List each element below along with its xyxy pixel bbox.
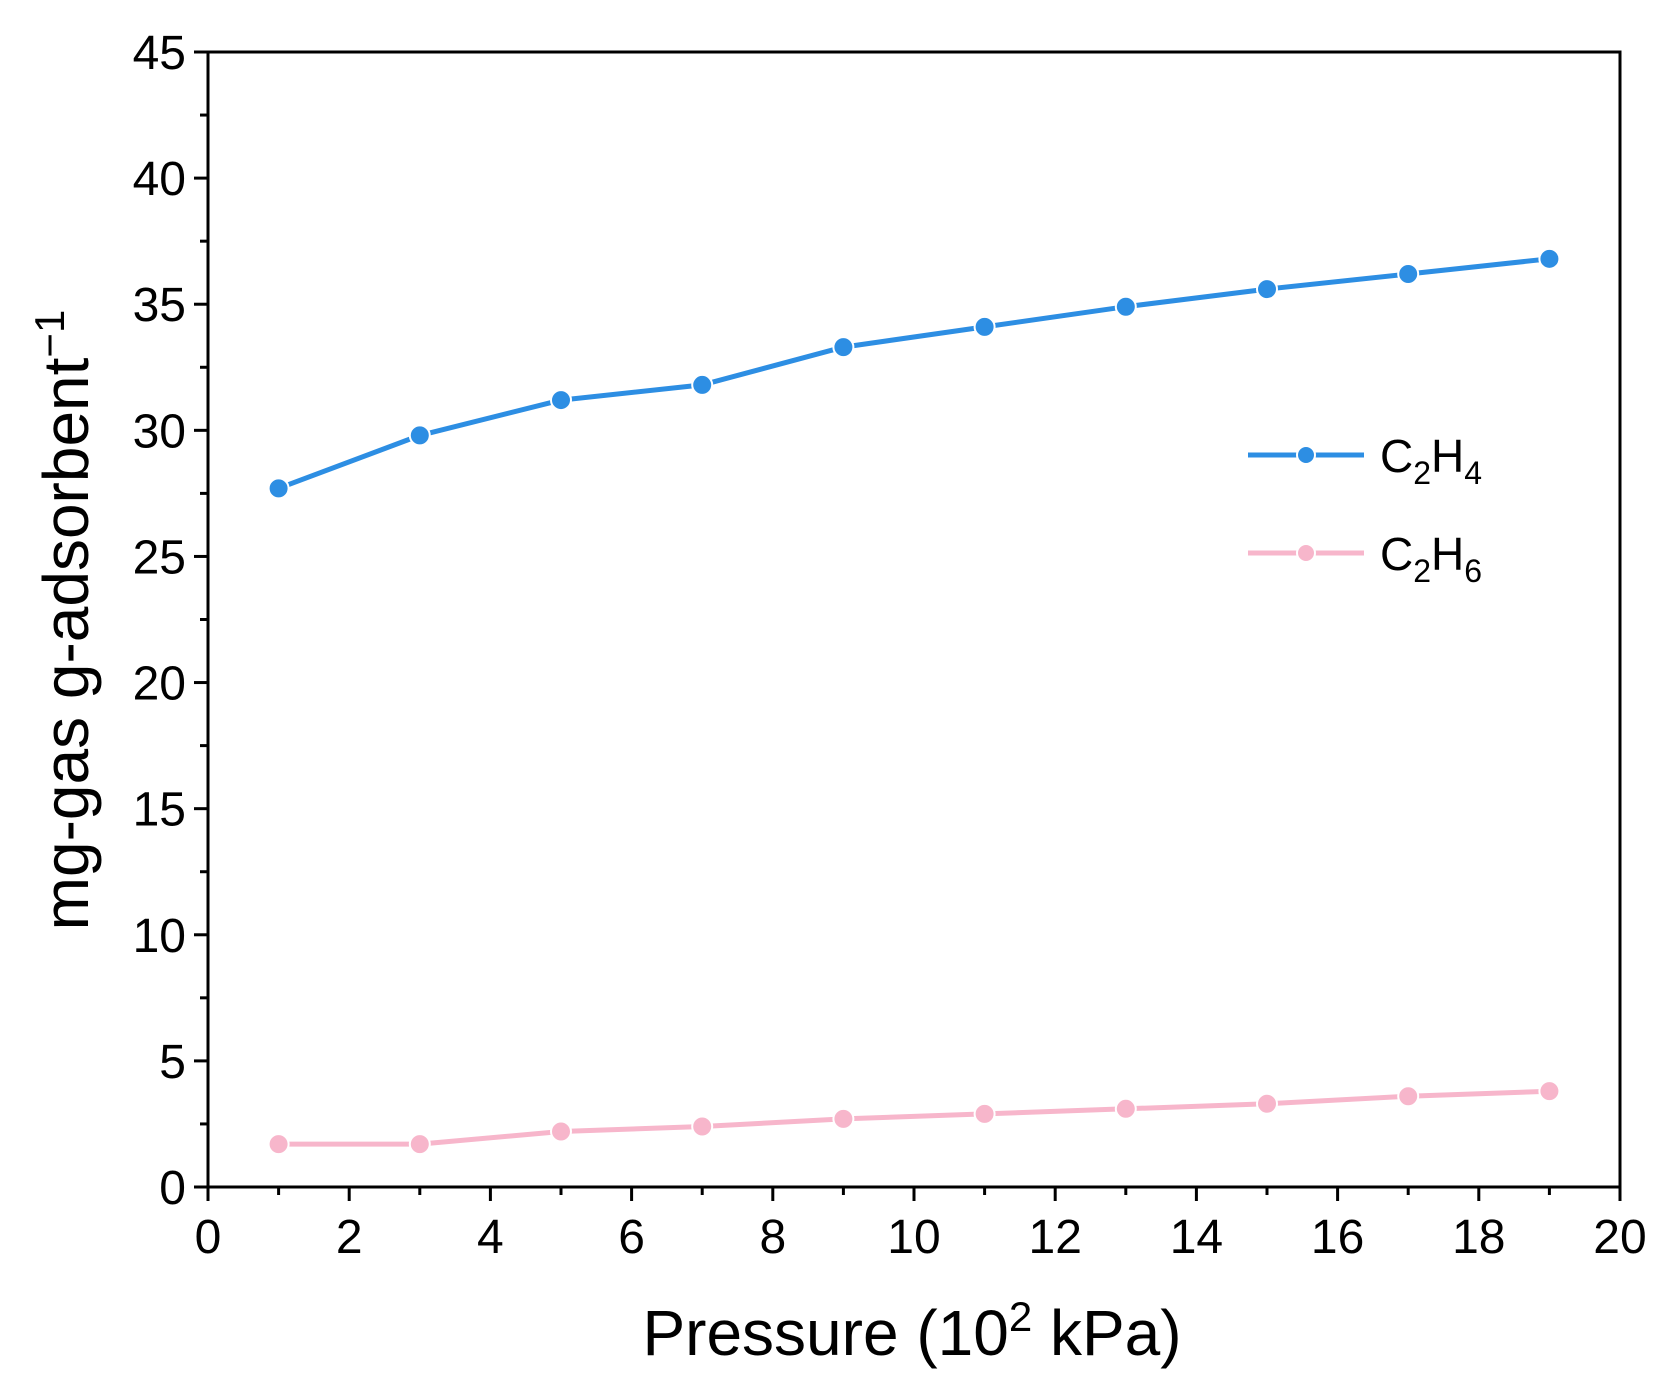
plot-frame <box>206 50 1622 1189</box>
series-line <box>278 1088 1550 1147</box>
y-tick-label: 5 <box>159 1036 186 1089</box>
data-point <box>550 1120 572 1143</box>
y-axis-title-sup: −1 <box>26 310 73 358</box>
legend-marker <box>1296 445 1316 465</box>
data-point <box>1538 1080 1561 1103</box>
data-point <box>832 1107 855 1130</box>
series-line <box>277 256 1550 491</box>
data-point <box>1397 1085 1420 1108</box>
legend-marker <box>1296 543 1316 563</box>
data-point <box>408 424 431 447</box>
y-tick-label: 40 <box>133 153 186 206</box>
y-tick-label: 20 <box>133 658 186 711</box>
data-point <box>1256 278 1278 301</box>
x-tick-label: 0 <box>195 1211 222 1264</box>
legend-label: C2H6 <box>1380 528 1482 589</box>
y-tick-label: 0 <box>159 1162 186 1215</box>
data-point <box>691 1115 714 1138</box>
data-point <box>1397 262 1420 285</box>
x-tick-label: 18 <box>1452 1211 1505 1264</box>
y-tick-label: 35 <box>133 279 186 332</box>
data-point <box>550 389 572 412</box>
data-point <box>267 1133 290 1156</box>
x-tick-label: 2 <box>336 1211 363 1264</box>
data-point <box>1538 247 1561 270</box>
x-axis-title: Pressure (102 kPa) <box>642 1293 1181 1369</box>
data-point <box>832 336 855 359</box>
y-tick-label: 30 <box>133 405 186 458</box>
y-tick-label: 10 <box>133 910 186 963</box>
y-tick-label: 25 <box>133 531 186 584</box>
data-point <box>408 1133 431 1156</box>
legend: C2H4 C2H6 <box>1248 430 1482 589</box>
x-tick-label: 16 <box>1311 1211 1364 1264</box>
data-point <box>1114 1097 1137 1120</box>
legend-item-C2H6: C2H6 <box>1248 528 1482 589</box>
x-tick-label: 12 <box>1029 1211 1082 1264</box>
y-tick-label: 15 <box>133 784 186 837</box>
data-point <box>1256 1092 1278 1115</box>
y-axis-title: mg-gas g-adsorbent−1 <box>26 310 102 931</box>
data-point <box>1114 295 1137 318</box>
legend-item-C2H4: C2H4 <box>1248 430 1482 491</box>
data-point <box>973 315 996 338</box>
x-tick-label: 20 <box>1593 1211 1646 1264</box>
x-axis-title-sup: 2 <box>1009 1293 1032 1340</box>
data-point <box>973 1102 996 1125</box>
x-tick-label: 6 <box>618 1211 645 1264</box>
y-tick-label: 45 <box>133 27 186 80</box>
data-point <box>691 373 714 396</box>
x-tick-label: 8 <box>759 1211 786 1264</box>
x-tick-label: 10 <box>887 1211 940 1264</box>
legend-label: C2H4 <box>1380 430 1482 491</box>
x-tick-label: 14 <box>1170 1211 1223 1264</box>
series-layer <box>267 247 1561 1156</box>
x-tick-label: 4 <box>477 1211 504 1264</box>
series-C2H4 <box>267 247 1561 500</box>
series-C2H6 <box>267 1080 1561 1156</box>
data-point <box>267 477 290 500</box>
axes-layer: 0 2 4 6 8 10 12 14 16 18 20 0 5 10 15 20 25 30 35 40 45 <box>133 27 1647 1264</box>
